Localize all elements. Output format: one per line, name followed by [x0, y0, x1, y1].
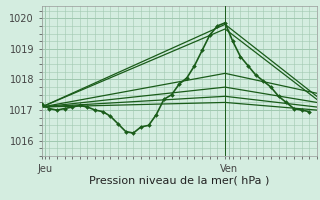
X-axis label: Pression niveau de la mer( hPa ): Pression niveau de la mer( hPa ) [89, 175, 269, 185]
